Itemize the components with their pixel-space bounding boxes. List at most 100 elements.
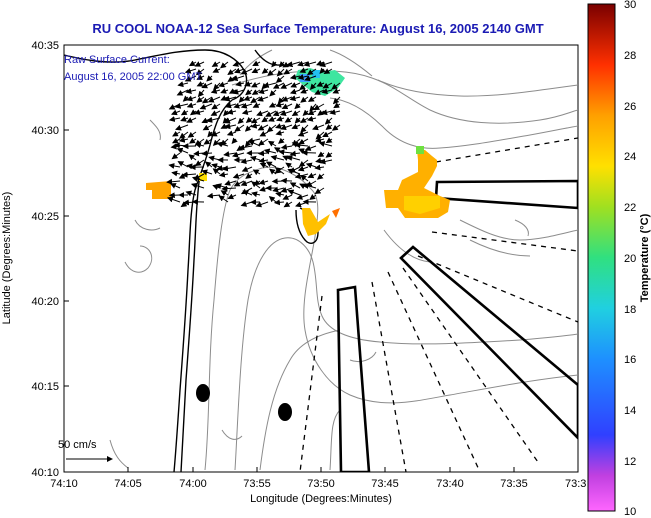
current-vector [210,110,221,116]
current-vector [331,124,341,131]
current-vector [314,187,325,195]
northern-cyan-pixel [312,70,320,78]
current-vector [184,67,197,74]
y-tick-label: 40:15 [31,381,59,393]
current-vector [206,75,213,82]
eastern-patch-core [404,196,440,214]
current-vector [300,96,309,103]
current-vector [170,109,181,116]
x-tick-label: 74:05 [114,478,142,490]
x-tick-label: 74:00 [179,478,207,490]
current-vector [211,61,221,67]
current-vector [274,167,285,175]
current-vector [171,152,181,160]
current-vector [283,201,293,208]
current-vector [251,181,261,189]
x-tick-label: 74:10 [50,478,78,490]
current-vector [280,143,293,150]
y-tick-labels: 40:35 40:30 40:25 40:20 40:15 40:10 [31,40,59,479]
current-vector [319,158,333,165]
current-vector [194,61,205,67]
buoy-marker-east [278,403,292,421]
colorbar-tick-label: 30 [624,0,636,11]
current-vector [210,130,221,137]
current-vector [258,179,269,185]
figure-title: RU COOL NOAA-12 Sea Surface Temperature:… [92,21,543,36]
current-vector [304,145,317,151]
current-vector [185,88,197,94]
current-vector [259,130,269,137]
current-vector [232,151,245,158]
current-vector [186,102,197,109]
current-vector [280,187,293,193]
current-vector [266,124,277,133]
current-vector [300,117,309,124]
current-vector [218,81,229,88]
radar-sector-lines [299,137,578,472]
current-vector [333,102,341,109]
current-vector [289,182,301,189]
current-vector [332,96,341,105]
current-vector [267,68,277,76]
y-axis-label: Latitude (Degrees:Minutes) [1,192,13,325]
current-vector [269,89,277,97]
current-annotation-line1: Raw Surface Current: [64,54,170,66]
current-vector [207,96,221,103]
current-vector [312,124,325,131]
current-vector [221,165,237,172]
current-vector [300,174,309,182]
western-patch [146,181,171,199]
current-vector [325,137,333,144]
current-vector [290,82,301,88]
current-vector [250,117,261,124]
colorbar-tick-label: 12 [624,456,636,468]
current-vector [201,150,213,157]
current-vector [284,116,293,123]
current-vector [261,67,269,74]
x-tick-label: 73:40 [436,478,464,490]
current-vector [172,130,181,137]
x-tick-label: 73:3 [565,478,586,490]
current-vector [169,183,181,189]
current-vector [313,103,325,111]
current-vector [289,88,301,95]
current-vector [166,178,181,185]
current-vector [275,129,285,136]
current-vector [203,138,213,145]
current-vector [218,195,229,203]
current-vector [177,81,189,88]
current-vector [220,61,229,69]
current-vector [212,67,221,73]
scale-vector-label: 50 cm/s [58,439,97,451]
current-vector [206,117,221,123]
radar-wedges [336,179,578,472]
current-vector [174,102,189,109]
current-vector [227,193,237,200]
current-vector [261,116,269,123]
current-vector [268,116,277,122]
colorbar-tick-label: 26 [624,101,636,113]
current-vector [195,68,205,76]
map-content [64,49,578,472]
current-vector [307,109,317,116]
current-vector [324,117,333,125]
current-vector [248,140,261,147]
current-vector [319,67,326,74]
current-vector [269,168,277,175]
current-vector [291,123,301,130]
current-vector [291,110,301,117]
current-vector [178,136,189,143]
current-vector [302,109,310,116]
current-vector [257,124,269,131]
current-vector [168,116,181,122]
current-vector [231,137,238,145]
current-vector [212,168,221,175]
y-tick-label: 40:30 [31,125,59,137]
current-vector [184,75,197,82]
current-vector [240,102,253,109]
current-vector [278,137,285,144]
current-vector [176,147,189,154]
current-vector [306,68,317,76]
current-vector [325,151,333,158]
current-vector [216,141,229,148]
